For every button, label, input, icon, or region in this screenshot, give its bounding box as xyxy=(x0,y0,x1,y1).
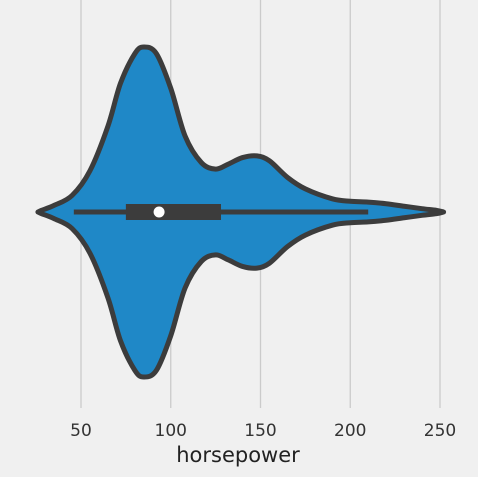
x-tick-label: 100 xyxy=(155,421,187,441)
inner-box-plot xyxy=(73,204,369,220)
x-tick-label: 250 xyxy=(424,421,456,441)
iqr-box xyxy=(125,204,222,220)
x-tick-label: 50 xyxy=(70,421,92,441)
median-marker xyxy=(153,206,165,218)
x-tick-label: 150 xyxy=(244,421,276,441)
x-tick-labels: 50 100 150 200 250 xyxy=(70,421,456,441)
x-axis-label: horsepower xyxy=(176,443,300,467)
x-tick-label: 200 xyxy=(334,421,366,441)
